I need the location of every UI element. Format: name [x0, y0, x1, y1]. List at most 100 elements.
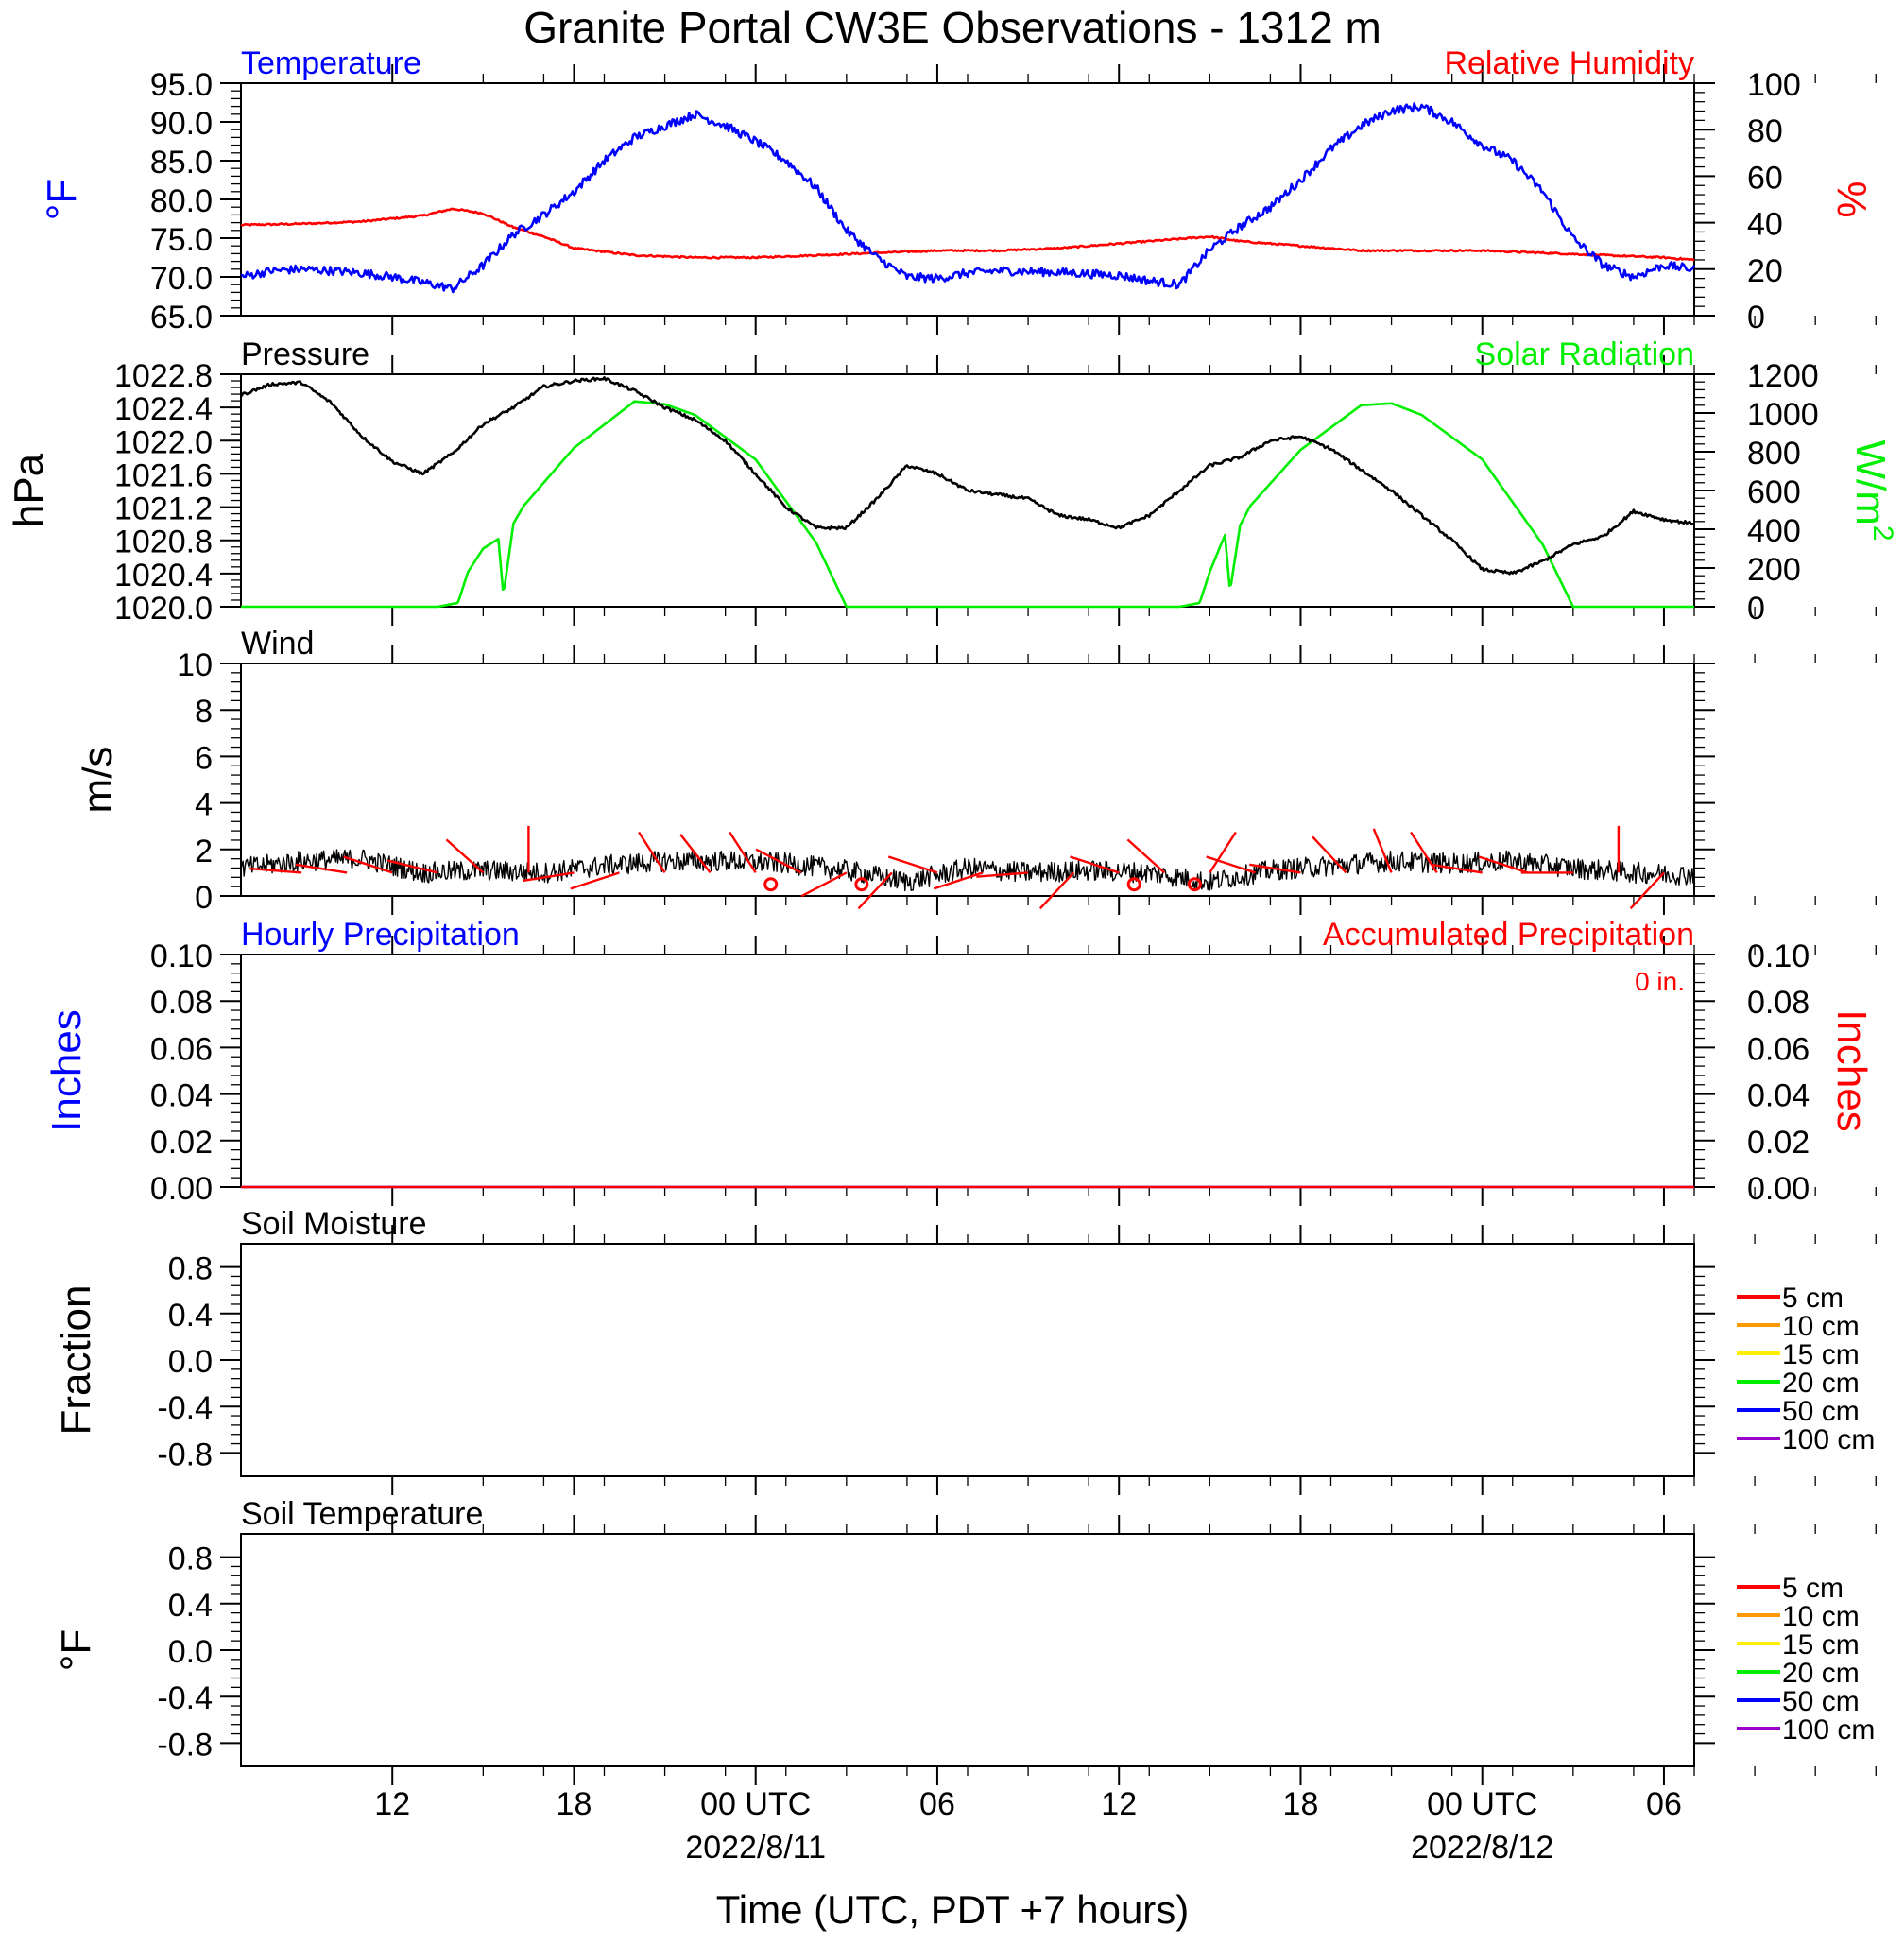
panel-frame: [240, 954, 1695, 1188]
y-right-tick-label: 0.06: [1747, 1031, 1810, 1067]
y-right-tick-label: 0: [1747, 591, 1765, 627]
panel-left-title: Soil Moisture: [241, 1206, 427, 1242]
y-tick-label: -0.8: [157, 1727, 213, 1763]
y-axis-label-right-sup: 2: [1867, 525, 1898, 542]
wind-barb: [638, 831, 666, 874]
y-right-tick-label: 0: [1747, 300, 1765, 336]
wind-barb: [1629, 871, 1665, 910]
y-tick-label: 1022.8: [114, 358, 213, 394]
legend-label: 15 cm: [1782, 1339, 1860, 1370]
y-axis-label: hPa: [6, 453, 52, 527]
wind-barb: [857, 871, 893, 910]
wind-barb: [1312, 835, 1347, 874]
y-axis-label: °F: [53, 1629, 99, 1671]
chart-title: Granite Portal CW3E Observations - 1312 …: [523, 3, 1381, 52]
y-tick-label: 6: [195, 740, 213, 776]
y-tick-label: 65.0: [150, 300, 213, 336]
y-right-tick-label: 200: [1747, 552, 1801, 588]
y-tick-label: 2: [195, 834, 213, 869]
x-tick-label: 12: [374, 1786, 410, 1822]
x-tick-date: 2022/8/12: [1411, 1830, 1553, 1866]
y-tick-label: 0.06: [150, 1031, 213, 1067]
y-tick-label: 10: [177, 647, 213, 683]
wind-barb: [1209, 831, 1237, 874]
wind-barb: [570, 871, 620, 890]
x-tick-date: 2022/8/11: [685, 1830, 826, 1866]
y-right-tick-label: 600: [1747, 474, 1801, 510]
wind-barb: [343, 855, 393, 874]
calm-wind-circle: [1187, 877, 1202, 892]
y-tick-label: 90.0: [150, 106, 213, 142]
panel-left-title: Wind: [241, 626, 314, 662]
y-right-tick-label: 1200: [1747, 358, 1819, 394]
wind-barb: [1372, 828, 1393, 873]
y-tick-label: 0.10: [150, 938, 213, 974]
x-tick-label: 18: [557, 1786, 592, 1822]
wind-barb: [1038, 871, 1075, 910]
calm-wind-circle: [1126, 877, 1141, 892]
panels: 65.070.075.080.085.090.095.0020406080100…: [6, 45, 1898, 1866]
panel-left-title: Hourly Precipitation: [241, 917, 520, 953]
legend-label: 20 cm: [1782, 1368, 1860, 1399]
wind-barb: [887, 855, 938, 874]
y-tick-label: 80.0: [150, 183, 213, 219]
wind-barb: [523, 871, 575, 883]
x-axis-label: Time (UTC, PDT +7 hours): [716, 1887, 1190, 1932]
panel-frame: [240, 1243, 1695, 1477]
y-axis-label-right: W/m2: [1847, 439, 1898, 541]
panel-left-title: Pressure: [241, 336, 369, 372]
y-right-tick-label: 0.10: [1747, 938, 1810, 974]
x-tick-label: 06: [919, 1786, 955, 1822]
temperature-line: [240, 102, 1696, 294]
panel-frame: [240, 1533, 1695, 1767]
y-tick-label: 1021.2: [114, 491, 213, 527]
wind-speed-line: [240, 849, 1695, 892]
calm-wind-circle: [763, 877, 779, 892]
panel-left-title: Temperature: [241, 45, 421, 81]
wind-barb: [1070, 855, 1120, 874]
legend-label: 5 cm: [1782, 1573, 1844, 1604]
wind-barb: [679, 834, 712, 874]
y-right-tick-label: 40: [1747, 207, 1783, 243]
wind-barb: [1431, 863, 1483, 874]
y-right-tick-label: 0.04: [1747, 1078, 1810, 1114]
y-tick-label: 1022.0: [114, 424, 213, 460]
y-right-tick-label: 80: [1747, 113, 1783, 149]
y-tick-label: 1020.0: [114, 591, 213, 627]
y-tick-label: 70.0: [150, 261, 213, 297]
y-tick-label: -0.4: [157, 1390, 213, 1426]
y-axis-label-right: Inches: [1828, 1009, 1875, 1132]
y-tick-label: 4: [195, 787, 213, 823]
panel-right-title: Accumulated Precipitation: [1323, 917, 1694, 953]
y-right-tick-label: 400: [1747, 513, 1801, 549]
y-axis-label: °F: [39, 179, 85, 220]
y-tick-label: 0.0: [168, 1344, 213, 1380]
y-right-tick-label: 0.00: [1747, 1171, 1810, 1207]
y-tick-label: 75.0: [150, 222, 213, 258]
panel-right-title: Solar Radiation: [1475, 336, 1694, 372]
x-tick-label: 06: [1646, 1786, 1682, 1822]
y-tick-label: 1020.8: [114, 525, 213, 560]
legend-label: 100 cm: [1782, 1424, 1875, 1455]
legend-label: 100 cm: [1782, 1714, 1875, 1746]
pressure-line: [239, 376, 1695, 576]
wind-barb: [933, 871, 984, 890]
y-right-tick-label: 0.02: [1747, 1125, 1810, 1161]
legend-label: 50 cm: [1782, 1396, 1860, 1427]
legend-label: 10 cm: [1782, 1311, 1860, 1342]
y-tick-label: 0.00: [150, 1171, 213, 1207]
wind-barb: [800, 871, 848, 898]
legend-label: 50 cm: [1782, 1686, 1860, 1717]
wind-barb: [1206, 855, 1256, 874]
legend-label: 10 cm: [1782, 1601, 1860, 1632]
y-tick-label: 0.08: [150, 985, 213, 1021]
y-right-tick-label: 0.08: [1747, 985, 1810, 1021]
humidity-line: [240, 207, 1695, 262]
wind-barb: [755, 848, 802, 874]
y-tick-label: 0.04: [150, 1078, 213, 1114]
x-tick-label: 12: [1101, 1786, 1137, 1822]
y-tick-label: 0.02: [150, 1125, 213, 1161]
y-tick-label: 1021.6: [114, 457, 213, 493]
